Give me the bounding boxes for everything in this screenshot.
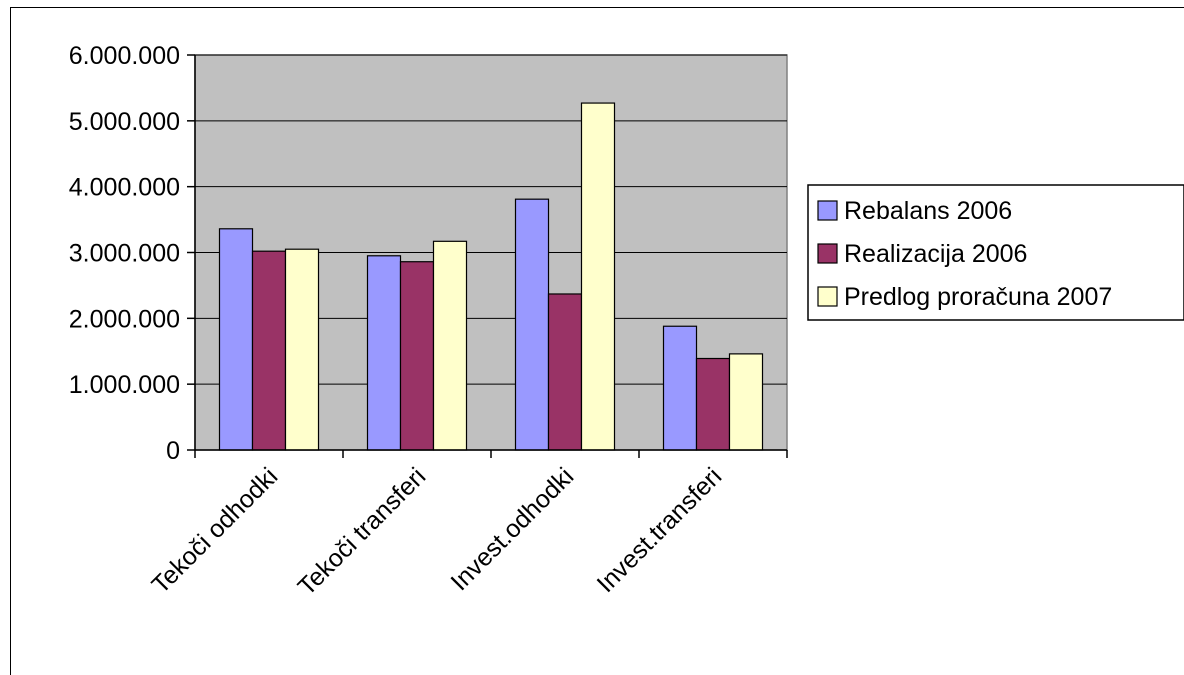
x-tick-labels: Tekoči odhodki Tekoči transferi Invest.odh…	[146, 462, 727, 601]
bar	[251, 250, 287, 451]
y-tick-label: 5.000.000	[69, 108, 180, 136]
y-tick-label: 0	[166, 437, 180, 465]
y-tick-labels: 0 1.000.000 2.000.000 3.000.000 4.000.000 5.0…	[69, 42, 180, 465]
y-tick-label: 2.000.000	[69, 305, 180, 333]
x-tick-label: Tekoči transferi	[293, 462, 432, 601]
x-tick-label: Tekoči odhodki	[146, 462, 283, 599]
y-tick-label: 3.000.000	[69, 240, 180, 268]
legend-label: Realizacija 2006	[844, 240, 1027, 268]
legend-swatch	[817, 200, 838, 221]
legend-swatch	[817, 243, 838, 264]
bar	[399, 261, 435, 451]
bar	[728, 353, 764, 451]
bars	[218, 102, 764, 451]
legend-box	[807, 184, 1184, 321]
bar	[547, 293, 583, 451]
y-tick-label: 4.000.000	[69, 174, 180, 202]
x-tick-label: Invest.odhodki	[445, 462, 579, 596]
legend-swatch	[817, 286, 838, 307]
legend: Rebalans 2006 Realizacija 2006 Predlog pro…	[807, 184, 1184, 321]
bar	[695, 357, 731, 451]
x-tick-label: Invest.transferi	[592, 462, 728, 598]
chart-frame	[10, 7, 1184, 675]
bar	[580, 102, 616, 451]
bar	[432, 240, 468, 451]
bar	[366, 255, 402, 451]
legend-label: Rebalans 2006	[844, 197, 1012, 225]
y-tick-label: 6.000.000	[69, 42, 180, 70]
legend-label: Predlog proračuna 2007	[844, 283, 1112, 311]
axes	[187, 54, 788, 458]
bar	[218, 228, 254, 451]
bar	[662, 325, 698, 451]
bar	[514, 198, 550, 451]
bar	[284, 248, 320, 451]
y-tick-label: 1.000.000	[69, 371, 180, 399]
